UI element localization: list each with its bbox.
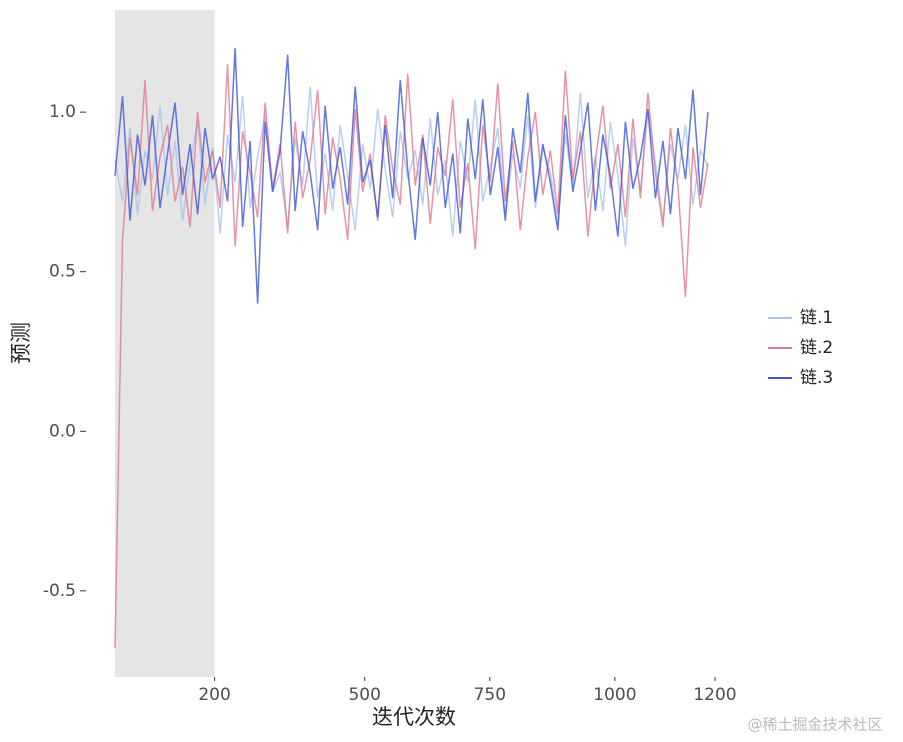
x-tick-label: 1000	[593, 685, 636, 705]
trace-line	[114, 64, 709, 649]
legend-label: 链.3	[800, 368, 833, 388]
trace-line	[114, 48, 709, 304]
y-tick-label: 1.0	[49, 102, 76, 122]
legend-label: 链.2	[800, 338, 833, 358]
x-axis-title: 迭代次数	[372, 705, 456, 729]
legend-label: 链.1	[800, 308, 833, 328]
watermark: @稀土掘金技术社区	[747, 716, 882, 734]
x-tick-label: 500	[348, 685, 380, 705]
y-tick-label: 0.0	[49, 421, 76, 441]
y-axis-title: 预测	[9, 322, 33, 364]
x-tick-label: 750	[474, 685, 506, 705]
y-tick-label: -0.5	[43, 581, 76, 601]
y-tick-label: 0.5	[49, 262, 76, 282]
x-tick-label: 200	[198, 685, 230, 705]
warmup-shade	[115, 10, 215, 677]
x-tick-label: 1200	[693, 685, 736, 705]
